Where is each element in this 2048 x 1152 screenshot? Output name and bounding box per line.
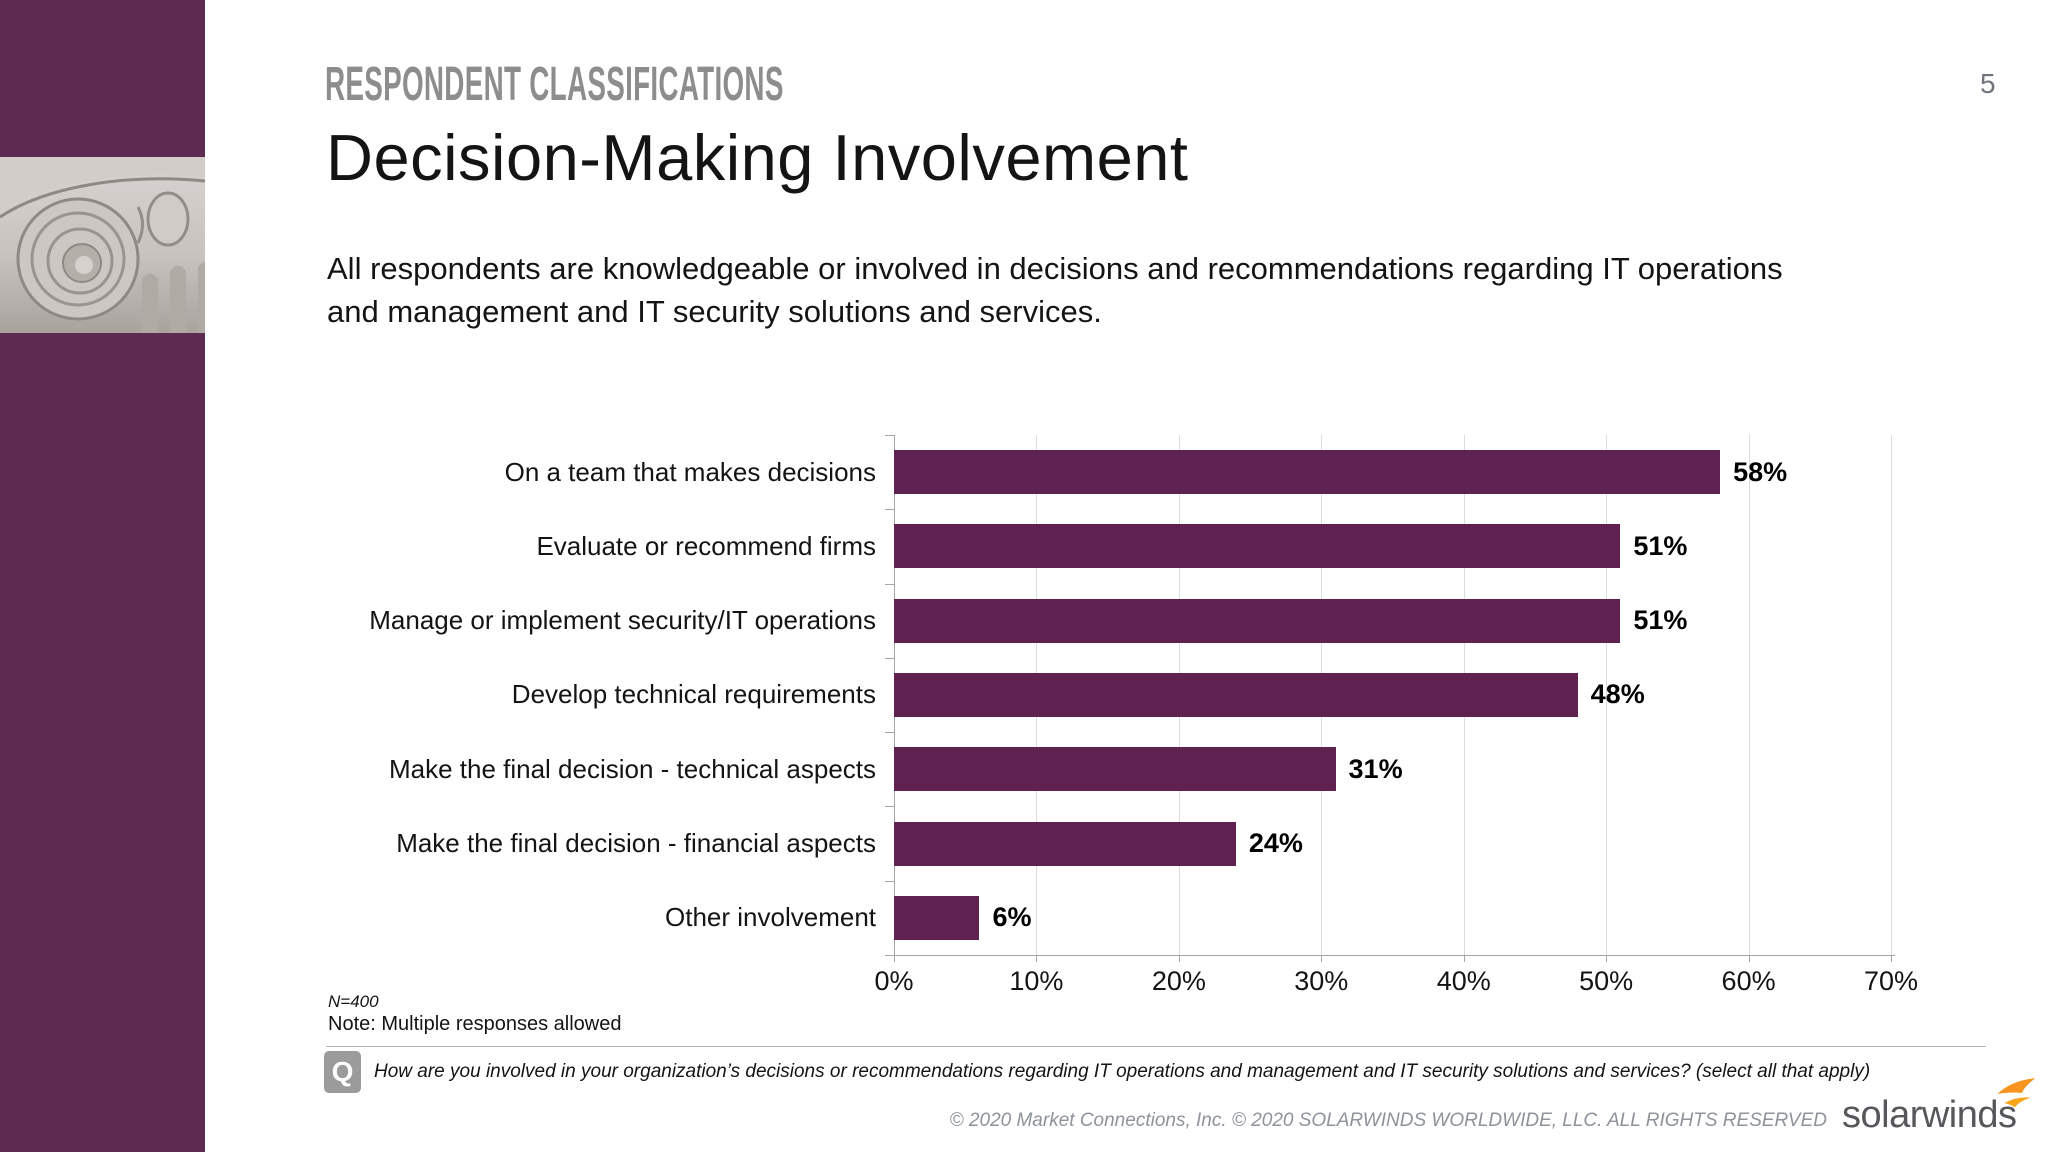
page-number: 5 [1980,68,1996,99]
bar [894,747,1336,792]
bar [894,821,1236,866]
gridline [1036,435,1038,955]
gridline [1606,435,1608,955]
ionic-volute-illustration [0,157,212,333]
bar [894,673,1578,717]
bar [894,598,1621,643]
bar [894,524,1621,569]
solarwinds-flame-icon [1994,1077,2038,1109]
sidebar-band [0,0,212,1152]
bar [894,450,1721,495]
x-axis-tick [1748,955,1750,962]
y-axis-tick [885,732,894,734]
x-tick-label: 60% [1721,966,1776,996]
x-tick-label: 10% [1009,966,1064,996]
x-axis-tick [1891,955,1892,962]
category-label: Make the final decision - financial aspe… [396,828,876,859]
x-axis-tick [1036,955,1038,962]
gridline [1748,435,1750,955]
bar [894,895,980,940]
x-axis-tick [1321,955,1323,962]
value-label: 48% [1590,679,1645,710]
question-icon: Q [324,1051,361,1093]
x-tick-label: 40% [1436,966,1491,996]
gridline [1463,435,1465,955]
slide-title: Decision-Making Involvement [326,121,1189,194]
multiple-responses-note: Note: Multiple responses allowed [328,1013,622,1035]
x-axis-tick [894,955,895,962]
y-axis-tick [885,806,894,808]
category-label: Manage or implement security/IT operatio… [369,605,876,636]
solarwinds-logo-text: solarwinds [1842,1094,2017,1136]
y-axis-line [894,435,895,955]
value-label: 51% [1633,605,1688,636]
value-label: 31% [1348,753,1403,784]
category-label: Other involvement [665,902,876,933]
x-tick-label: 0% [874,966,914,996]
y-axis-tick [885,880,894,882]
section-eyebrow: RESPONDENT CLASSIFICATIONS [325,58,784,111]
category-label: Make the final decision - technical aspe… [388,753,876,784]
value-label: 51% [1633,530,1688,561]
footer-divider [326,1046,1986,1047]
category-label: Develop technical requirements [511,679,876,710]
value-label: 24% [1248,828,1303,859]
value-label: 6% [992,902,1032,933]
sample-size-note: N=400 [328,992,379,1011]
x-axis-tick [1606,955,1608,962]
x-axis-line [886,955,1895,956]
x-axis-tick [1463,955,1465,962]
y-axis-tick [885,509,894,511]
x-axis-tick [1178,955,1180,962]
value-label: 58% [1733,456,1788,487]
y-axis-tick [885,435,894,436]
gridline [1178,435,1180,955]
y-axis-tick [885,955,894,956]
x-tick-label: 30% [1294,966,1349,996]
x-tick-label: 20% [1151,966,1206,996]
category-label: On a team that makes decisions [504,456,876,487]
category-label: Evaluate or recommend firms [536,530,876,561]
copyright-text: © 2020 Market Connections, Inc. © 2020 S… [949,1110,1827,1131]
slide-subtitle: All respondents are knowledgeable or inv… [327,251,1783,329]
gridline [1321,435,1323,955]
column-capital-photo [0,157,212,333]
x-tick-label: 50% [1579,966,1634,996]
gridline [1891,435,1892,955]
survey-question-text: How are you involved in your organizatio… [374,1061,1871,1082]
x-tick-label: 70% [1863,966,1919,996]
y-axis-tick [885,583,894,585]
y-axis-tick [885,657,894,659]
